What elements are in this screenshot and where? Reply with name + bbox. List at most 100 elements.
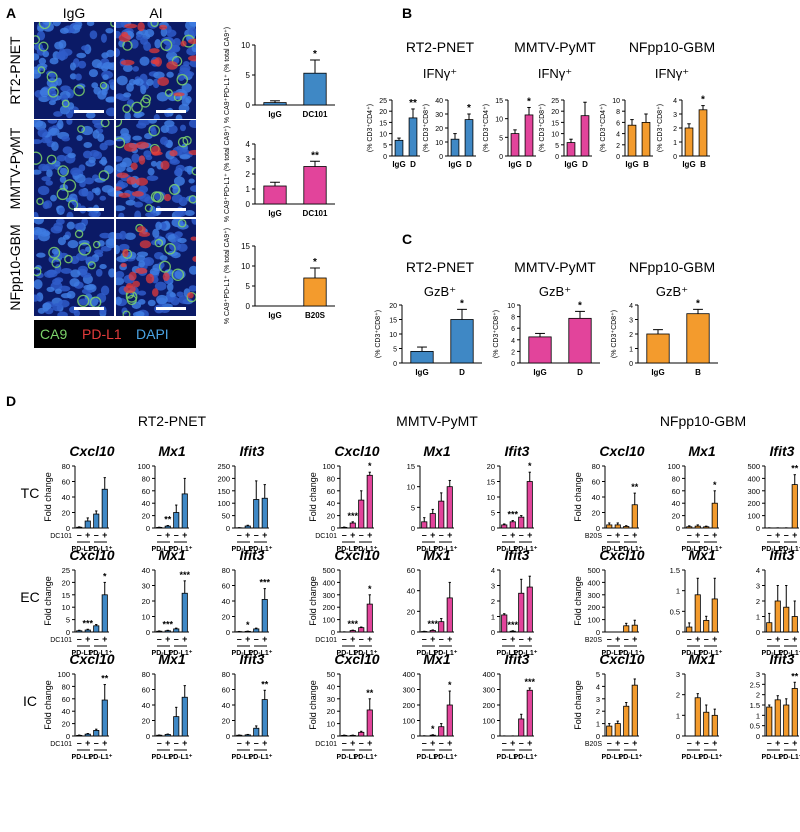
nucleus [185, 96, 192, 104]
y-tick-label: 80 [62, 682, 70, 691]
y-tick-label: 80 [592, 462, 600, 471]
nucleus [100, 285, 110, 296]
y-axis-label: (% CD3⁺CD8⁺) [657, 104, 664, 152]
bar [526, 481, 533, 529]
y-tick-label: 0 [246, 200, 251, 209]
y-tick-label: 300 [322, 591, 335, 600]
nucleus [91, 59, 102, 69]
nucleus [120, 133, 131, 141]
nucleus [163, 38, 176, 46]
ca9-signal [34, 151, 43, 165]
y-tick-label: 200 [587, 603, 600, 612]
y-tick-label: 0 [66, 524, 70, 533]
chart-title: Ifit3 [240, 547, 265, 563]
nucleus [190, 185, 196, 193]
bar [606, 725, 613, 737]
treatment-label: DC101 [315, 637, 337, 644]
sign-label: – [359, 530, 364, 540]
sign-label: – [704, 530, 709, 540]
micrograph-row-label: MMTV-PyMT [7, 127, 23, 209]
sign-label: + [165, 530, 170, 540]
ca9-signal [38, 41, 49, 52]
y-axis-label: Fold change [43, 472, 53, 522]
y-tick-label: 60 [222, 686, 230, 695]
y-tick-label: 100 [482, 717, 495, 726]
nucleus [153, 71, 165, 79]
pdl1-signal [124, 23, 138, 29]
nucleus [160, 125, 170, 133]
ca9-signal [34, 266, 42, 277]
sign-label: – [94, 738, 99, 748]
chart-b4: 0 5 10 15 20 25 (% CD3⁺CD8⁺) IgG D [539, 98, 592, 169]
bar [446, 704, 453, 737]
nucleus [191, 219, 196, 225]
category-label: B20S [305, 311, 326, 320]
y-tick-label: 20 [407, 607, 415, 616]
bar [303, 166, 327, 205]
bar [711, 502, 718, 529]
nucleus [61, 136, 70, 142]
y-tick-label: 0 [491, 628, 495, 637]
pdl1-signal [166, 61, 178, 70]
nucleus [81, 45, 90, 51]
y-tick-label: 6 [616, 120, 620, 127]
legend-item: DAPI [136, 326, 169, 342]
group-label: PD-L1⁺ [619, 650, 643, 657]
significance-label: ** [409, 98, 417, 109]
y-tick-label: 100 [322, 616, 335, 625]
bar [358, 499, 365, 529]
stain-legend: CA9 PD-L1 DAPI [34, 320, 196, 348]
sign-label: + [615, 738, 620, 748]
panel-letter-a: A [6, 5, 16, 21]
bar [646, 333, 670, 364]
nucleus [188, 178, 195, 184]
bar [774, 600, 781, 633]
treatment-label: DC101 [315, 741, 337, 748]
y-tick-label: 40 [62, 493, 70, 502]
bar [501, 614, 508, 633]
nucleus [133, 79, 140, 85]
bar [631, 684, 638, 737]
nucleus [144, 29, 155, 38]
group-label: PD-L1⁻ [497, 650, 521, 657]
sign-label: – [359, 634, 364, 644]
y-tick-label: 1 [756, 711, 760, 720]
nucleus [100, 33, 107, 43]
nucleus [147, 167, 155, 176]
y-tick-label: 0 [491, 524, 495, 533]
bar [438, 726, 445, 737]
ca9-signal [36, 197, 44, 206]
y-tick-label: 1 [491, 613, 495, 622]
sign-label: – [502, 738, 507, 748]
sign-label: + [712, 530, 717, 540]
bar [366, 474, 373, 529]
nucleus [140, 37, 149, 45]
y-tick-label: 0 [499, 154, 503, 161]
y-tick-label: 0 [66, 732, 70, 741]
nucleus [61, 48, 73, 56]
nucleus [42, 302, 52, 310]
y-tick-label: 80 [142, 474, 150, 483]
category-label: DC101 [303, 209, 328, 218]
sign-label: + [775, 634, 780, 644]
sign-label: + [245, 530, 250, 540]
nucleus [34, 226, 43, 236]
treatment-label: DC101 [50, 741, 72, 748]
category-label: B [695, 368, 701, 377]
y-tick-label: 1.5 [670, 566, 680, 575]
sign-label: – [502, 530, 507, 540]
ca9-signal [37, 66, 46, 74]
nucleus [83, 142, 93, 149]
ca9-signal [48, 246, 61, 259]
y-tick-label: 5 [383, 143, 387, 150]
legend-background [34, 320, 196, 348]
nucleus [188, 27, 196, 37]
micrograph [34, 120, 114, 217]
nucleus [35, 272, 44, 279]
bar [694, 525, 701, 529]
bar [686, 626, 693, 633]
